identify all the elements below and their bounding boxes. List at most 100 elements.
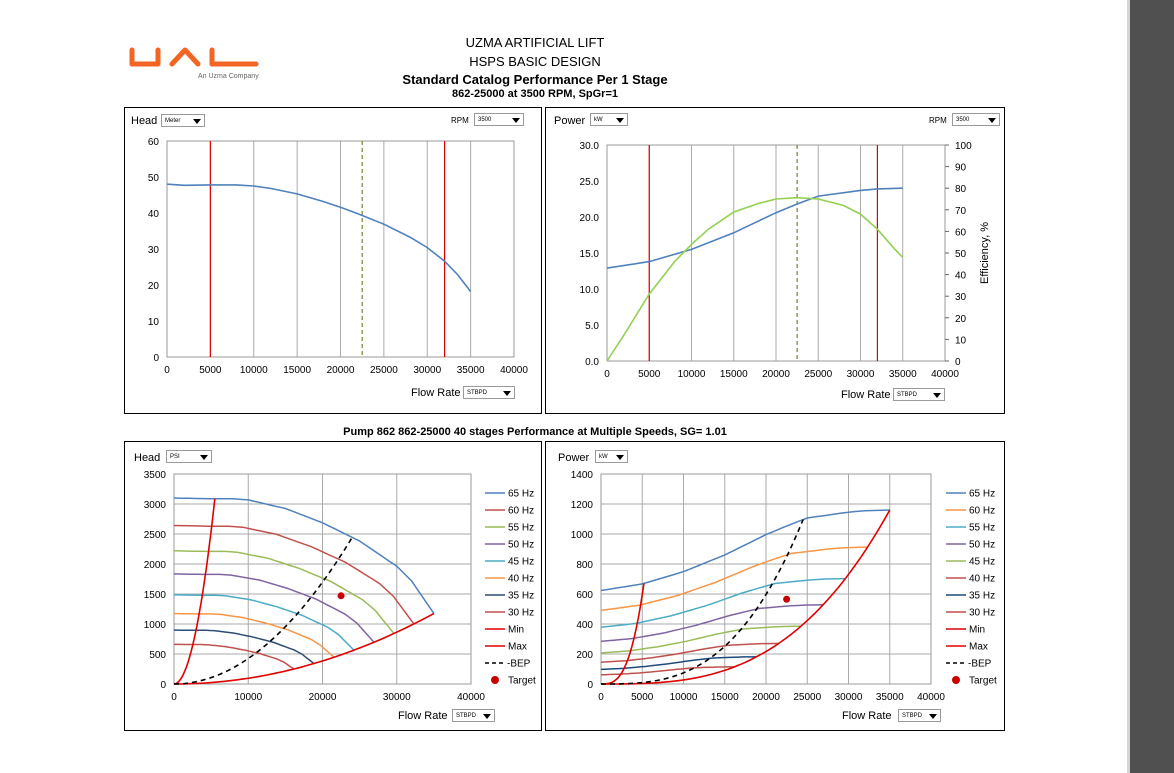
y-tick-label: 30 — [148, 245, 160, 256]
x-tick-label: 20000 — [309, 692, 337, 703]
head-unit-dropdown[interactable]: Meter — [161, 114, 205, 127]
y-tick-label: 400 — [576, 620, 593, 631]
x-tick-label: 5000 — [199, 365, 222, 376]
x-tick-label: 30000 — [835, 692, 863, 703]
flow-rate-label: Flow Rate — [841, 389, 891, 401]
flow-unit-dropdown[interactable]: STBPD — [452, 709, 495, 722]
rpm-dropdown[interactable]: 3500 — [952, 113, 1000, 126]
legend-label: 60 Hz — [508, 506, 534, 517]
head-curve-35hz — [174, 629, 315, 665]
x-tick-label: 0 — [171, 692, 177, 703]
legend-label: Min — [508, 625, 524, 636]
y-tick-label: 0 — [160, 680, 166, 691]
power-curve-35hz — [600, 656, 757, 671]
x-tick-label: 15000 — [283, 365, 311, 376]
y-tick-label: 3500 — [144, 470, 167, 481]
page-edge — [1127, 0, 1130, 773]
x-tick-label: 10000 — [234, 692, 262, 703]
y2-tick-label: 30 — [955, 292, 967, 303]
rpm-dropdown[interactable]: 3500 — [474, 113, 524, 126]
y2-tick-label: 90 — [955, 163, 967, 174]
legend-label: 60 Hz — [969, 506, 995, 517]
multi-speed-head-chart: 0 10000 20000 30000 40000 0 500 1000 1500 2000 250… — [144, 470, 536, 703]
viewer-side-panel — [1130, 0, 1174, 773]
legend-label: Target — [508, 676, 536, 687]
y-tick-label: 5.0 — [585, 321, 599, 332]
legend-label: Max — [969, 642, 988, 653]
y2-tick-label: 40 — [955, 271, 967, 282]
y-tick-label: 60 — [148, 137, 160, 148]
multi-speed-power-panel: 0 5000 10000 15000 20000 25000 30000 35000 40000… — [545, 441, 1005, 731]
head-curve-65hz — [173, 497, 435, 614]
y2-tick-label: 20 — [955, 314, 967, 325]
header-line-4: 862-25000 at 3500 RPM, SpGr=1 — [451, 88, 618, 100]
legend-label: 30 Hz — [969, 608, 995, 619]
power-unit-dropdown[interactable]: kW — [590, 113, 628, 126]
legend-label: 30 Hz — [508, 608, 534, 619]
legend-label: 45 Hz — [508, 557, 534, 568]
x-tick-label: 10000 — [670, 692, 698, 703]
y-tick-label: 15.0 — [580, 249, 600, 260]
y-tick-label: 1000 — [571, 530, 594, 541]
head-per-stage-panel: 0 5000 10000 15000 20000 25000 30000 35000 40000… — [124, 107, 542, 414]
x-tick-label: 30000 — [413, 365, 441, 376]
x-tick-label: 10000 — [240, 365, 268, 376]
legend-label: 65 Hz — [969, 489, 995, 500]
header-line-1: UZMA ARTIFICIAL LIFT — [465, 35, 605, 50]
multi-speed-power-chart: 0 5000 10000 15000 20000 25000 30000 35000 40000… — [571, 470, 997, 703]
power-curve — [606, 187, 903, 269]
x-tick-label: 40000 — [917, 692, 945, 703]
header-line-2: HSPS BASIC DESIGN — [469, 54, 601, 69]
y-tick-label: 500 — [149, 650, 166, 661]
power-unit-dropdown[interactable]: kW — [595, 450, 628, 463]
y-tick-label: 2500 — [144, 530, 167, 541]
legend-marker-target — [491, 676, 499, 684]
legend-label: 35 Hz — [969, 591, 995, 602]
x-tick-label: 25000 — [793, 692, 821, 703]
x-tick-label: 35000 — [457, 365, 485, 376]
target-marker — [337, 592, 345, 600]
y-tick-label: 1500 — [144, 590, 167, 601]
max-line — [174, 612, 435, 685]
head-curve — [166, 183, 472, 292]
y-tick-label: 800 — [576, 560, 593, 571]
x-tick-label: 20000 — [752, 692, 780, 703]
y-tick-label: 2000 — [144, 560, 167, 571]
flow-unit-dropdown[interactable]: STBPD — [898, 709, 941, 722]
legend-label: 40 Hz — [969, 574, 995, 585]
x-tick-label: 20000 — [327, 365, 355, 376]
power-curve-60hz — [600, 546, 868, 612]
x-tick-label: 15000 — [720, 369, 748, 380]
legend-label: 65 Hz — [508, 489, 534, 500]
legend-label: -BEP — [507, 659, 531, 670]
y2-tick-label: 0 — [955, 357, 961, 368]
head-label: Head — [131, 115, 158, 127]
flow-unit-dropdown[interactable]: STBPD — [463, 386, 515, 399]
multi-speed-title: Pump 862 862-25000 40 stages Performance… — [343, 426, 727, 438]
power-curve-55hz — [600, 577, 846, 629]
head-curve-30hz — [174, 643, 295, 670]
x-tick-label: 40000 — [500, 365, 528, 376]
y-tick-label: 20.0 — [580, 213, 600, 224]
x-tick-label: 35000 — [876, 692, 904, 703]
head-curve-50hz — [173, 573, 375, 643]
y-tick-label: 600 — [576, 590, 593, 601]
head-curve-55hz — [173, 550, 395, 634]
power-label: Power — [558, 452, 590, 464]
x-tick-label: 5000 — [638, 369, 661, 380]
flow-unit-dropdown[interactable]: STBPD — [893, 388, 945, 401]
legend-label: 35 Hz — [508, 591, 534, 602]
head-unit-dropdown[interactable]: PSI — [166, 450, 212, 463]
max-line — [601, 509, 891, 685]
legend-label: Target — [969, 676, 997, 687]
head-curve-60hz — [173, 524, 415, 625]
y-tick-label: 25.0 — [580, 177, 600, 188]
multi-speed-head-panel: 0 10000 20000 30000 40000 0 500 1000 1500 2000 250… — [124, 441, 542, 731]
x-tick-label: 0 — [598, 692, 604, 703]
efficiency-axis-label: Efficiency, % — [979, 222, 991, 284]
bep-line — [173, 536, 353, 685]
head-per-stage-chart: 0 5000 10000 15000 20000 25000 30000 35000 40000… — [148, 137, 528, 376]
power-label: Power — [554, 115, 586, 127]
head-label: Head — [134, 452, 161, 464]
y-tick-label: 50 — [148, 173, 160, 184]
